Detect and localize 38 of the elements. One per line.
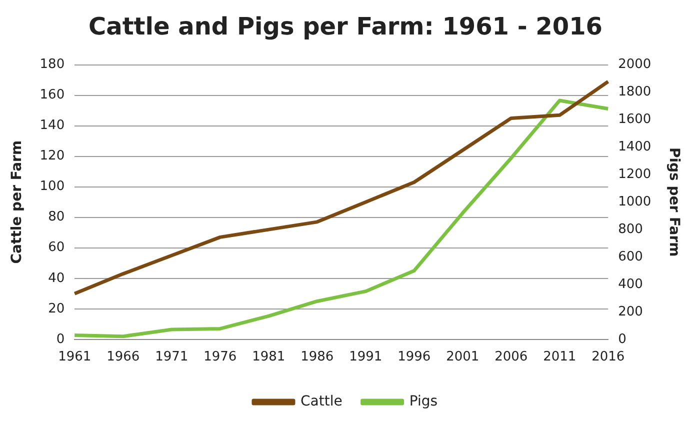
x-tick-label: 2016 <box>592 350 625 365</box>
y2-axis-title: Pigs per Farm <box>666 147 682 257</box>
legend-label: Pigs <box>409 394 438 410</box>
y-tick-label: 60 <box>48 240 65 256</box>
y2-tick-label: 200 <box>618 304 643 320</box>
y-tick-label: 20 <box>48 301 65 316</box>
x-tick-label: 1976 <box>204 350 237 365</box>
x-tick-label: 1971 <box>155 350 188 365</box>
y2-tick-label: 400 <box>618 276 643 292</box>
y2-tick-label: 2000 <box>618 57 652 72</box>
x-tick-label: 1961 <box>58 350 92 365</box>
y2-tick-label: 0 <box>618 332 626 347</box>
y-tick-label: 40 <box>48 270 65 286</box>
chart-title: Cattle and Pigs per Farm: 1961 - 2016 <box>88 12 602 41</box>
y2-tick-label: 1800 <box>618 84 652 100</box>
x-tick-label: 1991 <box>349 350 382 365</box>
y2-tick-label: 800 <box>618 222 643 237</box>
y-axis-title: Cattle per Farm <box>9 140 26 264</box>
y2-tick-label: 1000 <box>618 194 652 210</box>
y-tick-label: 160 <box>40 88 65 103</box>
x-tick-label: 1986 <box>300 350 334 365</box>
x-tick-label: 2001 <box>446 350 480 365</box>
y2-tick-label: 1200 <box>618 167 652 182</box>
x-tick-label: 1996 <box>398 350 431 365</box>
x-tick-label: 1981 <box>252 350 286 365</box>
y-tick-label: 80 <box>48 210 65 225</box>
y-tick-label: 0 <box>56 332 65 347</box>
y-tick-label: 180 <box>40 57 65 72</box>
y2-tick-label: 1400 <box>618 140 652 155</box>
legend-label: Cattle <box>300 394 342 410</box>
y2-tick-label: 600 <box>618 249 643 264</box>
x-tick-label: 2006 <box>494 350 528 365</box>
x-tick-label: 2011 <box>543 350 576 365</box>
y-tick-label: 100 <box>40 179 65 194</box>
y-tick-label: 120 <box>40 148 65 164</box>
y-tick-label: 140 <box>40 118 65 134</box>
y2-tick-label: 1600 <box>618 112 652 128</box>
x-tick-label: 1966 <box>106 350 140 365</box>
